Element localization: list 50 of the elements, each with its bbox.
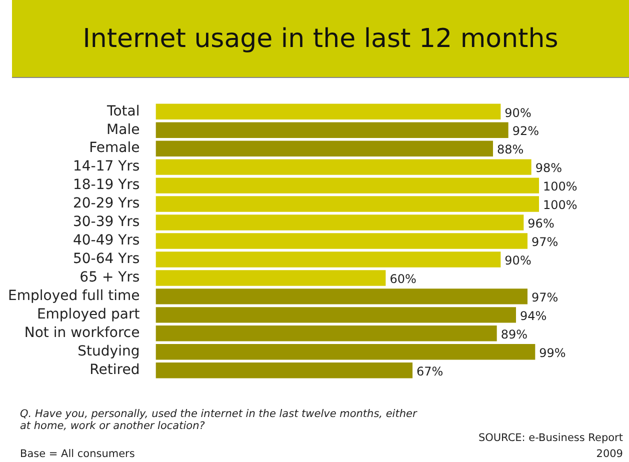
bar [156, 214, 524, 230]
data-label: 99% [539, 346, 566, 360]
bar [156, 122, 508, 138]
bar [156, 178, 539, 194]
bar [156, 307, 516, 323]
y-tick-label: 40-49 Yrs [72, 232, 140, 249]
data-label: 88% [497, 142, 524, 157]
y-tick-label: Male [106, 122, 140, 138]
y-tick-label: Not in workforce [24, 325, 140, 342]
bar [156, 252, 501, 268]
y-tick-label: Employed full time [8, 288, 140, 304]
y-tick-label: 20-29 Yrs [72, 196, 140, 212]
data-label: 98% [535, 161, 562, 176]
bar [156, 159, 532, 175]
data-label: 89% [500, 328, 528, 342]
y-tick-label: Employed part [36, 306, 140, 323]
data-label: 94% [520, 309, 547, 324]
text: Base = All consumers [20, 448, 135, 460]
y-tick-label: Studying [78, 344, 140, 360]
data-label: 67% [416, 364, 444, 378]
y-tick-label: Retired [90, 362, 140, 378]
data-label: 100% [543, 198, 578, 212]
text: 2009 [596, 448, 623, 460]
y-tick-label: Total [106, 103, 140, 120]
bar [156, 233, 528, 249]
data-label: 90% [504, 106, 532, 120]
data-label: 97% [532, 235, 558, 250]
bar [156, 326, 497, 342]
data-label: 92% [512, 124, 540, 138]
data-label: 97% [532, 290, 558, 305]
bar [156, 104, 501, 120]
y-tick-label: 65 + Yrs [80, 270, 140, 286]
text: Q. Have you, personally, used the internet in the last twelve months, either at home, work or another location? [20, 408, 418, 432]
bar [156, 196, 539, 212]
bar [156, 140, 494, 156]
bar [156, 288, 528, 304]
data-label: 100% [543, 180, 578, 194]
y-tick-label: 14-17 Yrs [72, 158, 140, 175]
y-tick-label: 18-19 Yrs [72, 177, 140, 194]
bar [156, 344, 536, 360]
y-tick-label: 30-39 Yrs [72, 214, 140, 230]
bar [156, 362, 413, 378]
source-note: SOURCE: e-Business Report [478, 432, 623, 444]
y-tick-label: Female [89, 140, 140, 156]
chart-title: Internet usage in the last 12 months [12, 0, 629, 78]
bar [156, 270, 386, 286]
data-label: 90% [504, 254, 532, 268]
y-tick-label: 50-64 Yrs [72, 251, 140, 268]
data-label: 60% [390, 272, 416, 286]
data-label: 96% [528, 216, 554, 231]
